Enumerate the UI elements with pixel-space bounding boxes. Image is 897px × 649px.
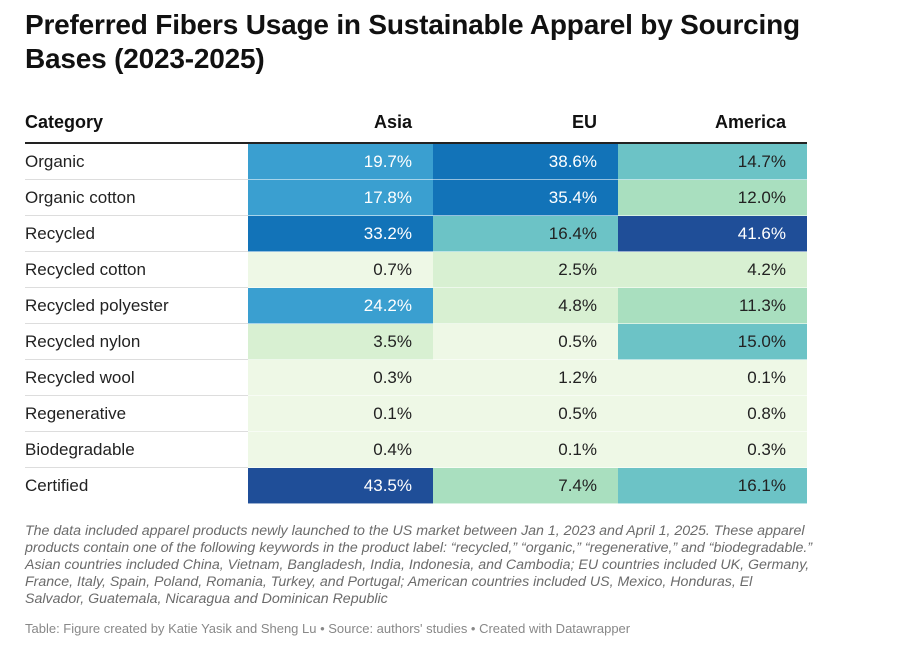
heat-cell-america: 12.0% — [618, 179, 807, 216]
row-category-label: Organic — [25, 143, 248, 180]
heat-cell-eu: 0.5% — [433, 323, 618, 360]
row-category-label: Recycled — [25, 215, 248, 252]
source-line: Table: Figure created by Katie Yasik and… — [25, 621, 631, 636]
heat-cell-eu: 38.6% — [433, 143, 618, 180]
header-asia[interactable]: Asia — [248, 102, 433, 144]
heat-cell-asia: 24.2% — [248, 287, 433, 324]
header-eu[interactable]: EU — [433, 102, 618, 144]
table-row: Recycled wool 0.3% 1.2% 0.1% — [25, 359, 807, 396]
heat-cell-asia: 0.1% — [248, 395, 433, 432]
heat-cell-eu: 16.4% — [433, 215, 618, 252]
heat-cell-asia: 0.4% — [248, 431, 433, 468]
heat-cell-asia: 0.7% — [248, 251, 433, 288]
heat-cell-asia: 19.7% — [248, 143, 433, 180]
heat-cell-eu: 0.1% — [433, 431, 618, 468]
heat-cell-america: 4.2% — [618, 251, 807, 288]
table-row: Recycled 33.2% 16.4% 41.6% — [25, 215, 807, 252]
heat-cell-eu: 4.8% — [433, 287, 618, 324]
heat-cell-america: 0.1% — [618, 359, 807, 396]
table-row: Organic cotton 17.8% 35.4% 12.0% — [25, 179, 807, 216]
table-row: Biodegradable 0.4% 0.1% 0.3% — [25, 431, 807, 468]
row-category-label: Biodegradable — [25, 431, 248, 468]
heat-cell-asia: 33.2% — [248, 215, 433, 252]
row-category-label: Recycled polyester — [25, 287, 248, 324]
heat-cell-america: 41.6% — [618, 215, 807, 252]
header-row: Category Asia EU America — [25, 102, 807, 144]
heat-cell-america: 11.3% — [618, 287, 807, 324]
table-body: Organic 19.7% 38.6% 14.7% Organic cotton 17.8… — [25, 143, 807, 504]
heatmap-table: Category Asia EU America Organic 19.7% 38.… — [25, 102, 807, 504]
table-row: Regenerative 0.1% 0.5% 0.8% — [25, 395, 807, 432]
row-category-label: Regenerative — [25, 395, 248, 432]
heat-cell-america: 0.8% — [618, 395, 807, 432]
heat-cell-asia: 0.3% — [248, 359, 433, 396]
header-category[interactable]: Category — [25, 102, 248, 144]
heat-cell-asia: 17.8% — [248, 179, 433, 216]
heat-cell-eu: 7.4% — [433, 467, 618, 504]
row-category-label: Recycled cotton — [25, 251, 248, 288]
heat-cell-america: 15.0% — [618, 323, 807, 360]
header-america[interactable]: America — [618, 102, 807, 144]
row-category-label: Recycled wool — [25, 359, 248, 396]
table-row: Certified 43.5% 7.4% 16.1% — [25, 467, 807, 504]
row-category-label: Recycled nylon — [25, 323, 248, 360]
heat-cell-eu: 1.2% — [433, 359, 618, 396]
chart-title: Preferred Fibers Usage in Sustainable Ap… — [25, 9, 800, 74]
table-row: Recycled polyester 24.2% 4.8% 11.3% — [25, 287, 807, 324]
footnote: The data included apparel products newly… — [25, 523, 813, 607]
heat-cell-america: 16.1% — [618, 467, 807, 504]
table-row: Recycled nylon 3.5% 0.5% 15.0% — [25, 323, 807, 360]
row-category-label: Certified — [25, 467, 248, 504]
heat-cell-eu: 0.5% — [433, 395, 618, 432]
table-row: Recycled cotton 0.7% 2.5% 4.2% — [25, 251, 807, 288]
heat-cell-asia: 3.5% — [248, 323, 433, 360]
heat-cell-eu: 2.5% — [433, 251, 618, 288]
heat-cell-eu: 35.4% — [433, 179, 618, 216]
row-category-label: Organic cotton — [25, 179, 248, 216]
heat-cell-asia: 43.5% — [248, 467, 433, 504]
heat-cell-america: 0.3% — [618, 431, 807, 468]
table-row: Organic 19.7% 38.6% 14.7% — [25, 143, 807, 180]
heat-cell-america: 14.7% — [618, 143, 807, 180]
